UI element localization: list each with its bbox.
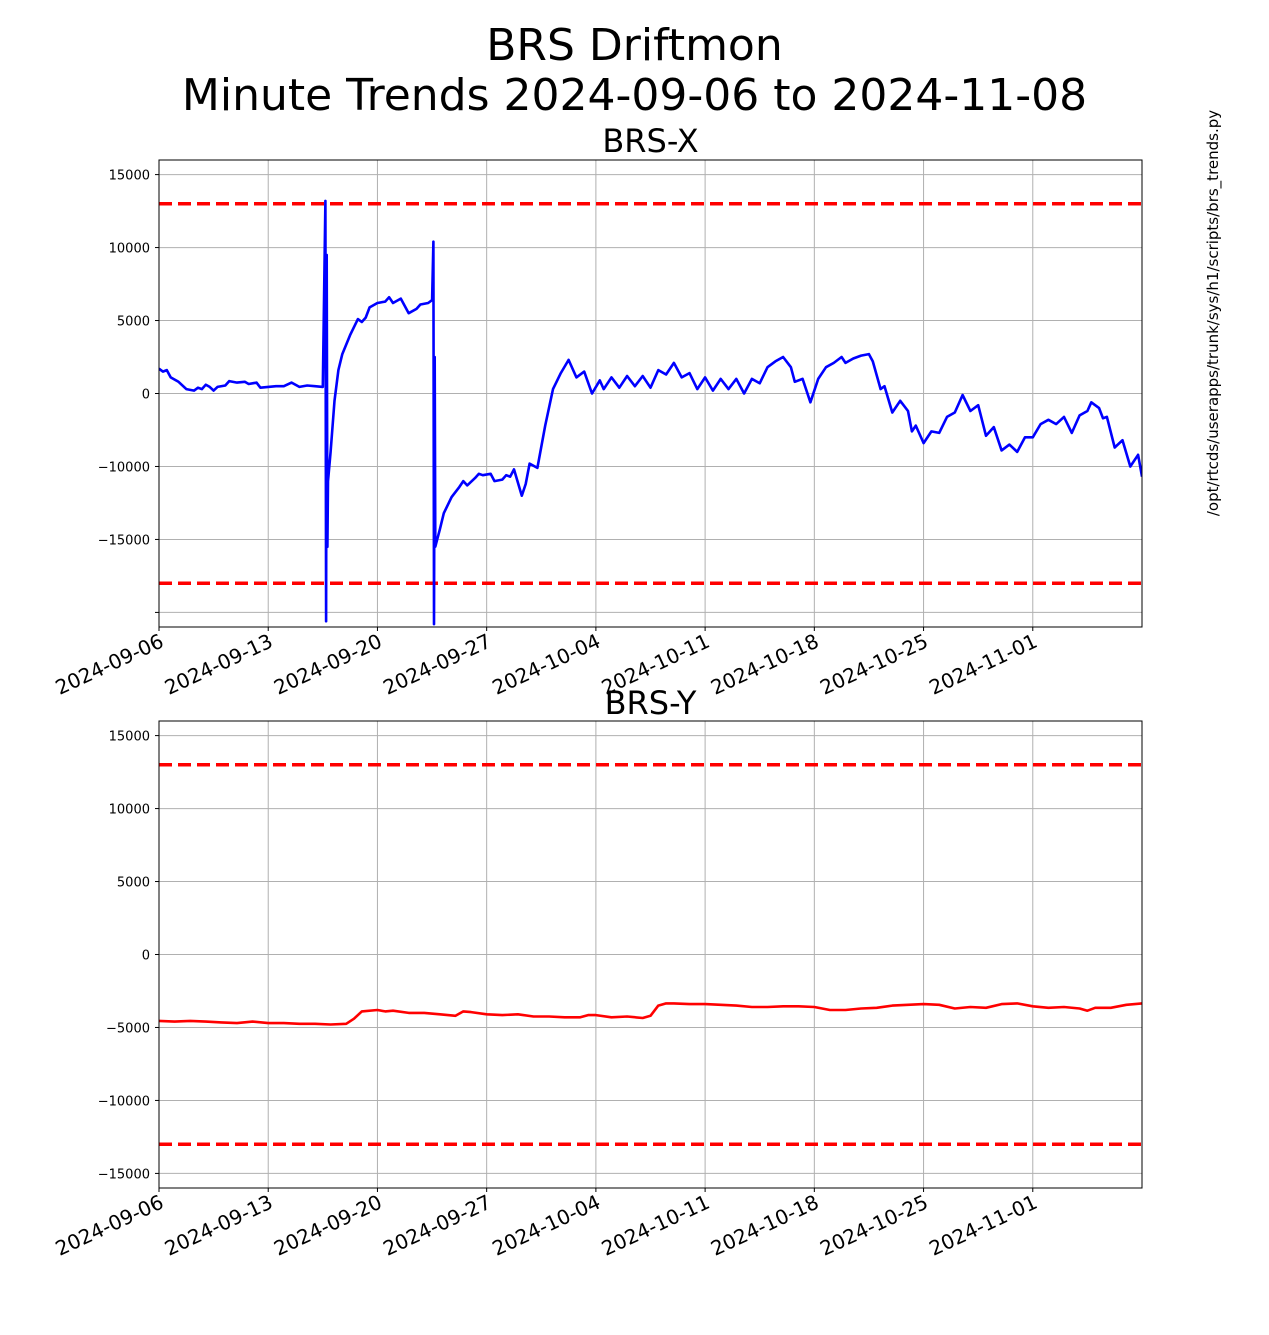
figure-title: BRS Driftmon xyxy=(486,20,783,71)
x-tick-label: 2024-09-20 xyxy=(270,629,385,700)
x-tick-label: 2024-09-13 xyxy=(161,1190,276,1261)
y-tick-label: 0 xyxy=(142,388,150,403)
y-tick-label: 5000 xyxy=(117,876,150,891)
x-tick-label: 2024-09-06 xyxy=(52,1190,167,1261)
x-tick-label: 2024-09-13 xyxy=(161,629,276,700)
x-tick-label: 2024-09-20 xyxy=(270,1190,385,1261)
y-tick-label: 0 xyxy=(142,949,150,964)
y-tick-label: −10000 xyxy=(98,1094,150,1109)
y-tick-label: 10000 xyxy=(109,803,150,818)
x-tick-label: 2024-10-04 xyxy=(489,1190,604,1261)
y-tick-label: −10000 xyxy=(98,460,150,475)
figure-subtitle: Minute Trends 2024-09-06 to 2024-11-08 xyxy=(181,70,1088,121)
x-tick-label: 2024-09-27 xyxy=(379,629,494,700)
y-tick-label: −15000 xyxy=(98,1167,150,1182)
brs-y-panel: BRS-Y 15000 10000 5000 0 −5000 −10000 −15000 202… xyxy=(52,684,1143,1261)
x-tick-label: 2024-10-04 xyxy=(489,629,604,700)
x-tick-label: 2024-11-01 xyxy=(925,629,1040,700)
y-tick-label: 10000 xyxy=(109,242,150,257)
series-line xyxy=(159,199,1142,626)
y-tick-label: 15000 xyxy=(109,730,150,745)
y-tick-label: 15000 xyxy=(109,169,150,184)
x-tick-label: 2024-10-18 xyxy=(707,629,822,700)
x-tick-label: 2024-10-18 xyxy=(707,1190,822,1261)
x-tick-label: 2024-09-06 xyxy=(52,629,167,700)
x-tick-label: 2024-10-25 xyxy=(816,629,931,700)
chart-title: BRS-Y xyxy=(605,684,697,722)
y-tick-label: −15000 xyxy=(98,533,150,548)
y-tick-label: −5000 xyxy=(106,1021,150,1036)
x-tick-label: 2024-09-27 xyxy=(379,1190,494,1261)
chart-title: BRS-X xyxy=(602,122,698,160)
series-line xyxy=(159,1002,1142,1026)
x-tick-label: 2024-10-11 xyxy=(598,1190,713,1261)
y-tick-label: 5000 xyxy=(117,315,150,330)
x-tick-label: 2024-11-01 xyxy=(925,1190,1040,1261)
brs-x-panel: BRS-X 15000 10000 5000 0 −10000 −15000 2024-09-… xyxy=(52,122,1143,700)
x-tick-label: 2024-10-25 xyxy=(816,1190,931,1261)
